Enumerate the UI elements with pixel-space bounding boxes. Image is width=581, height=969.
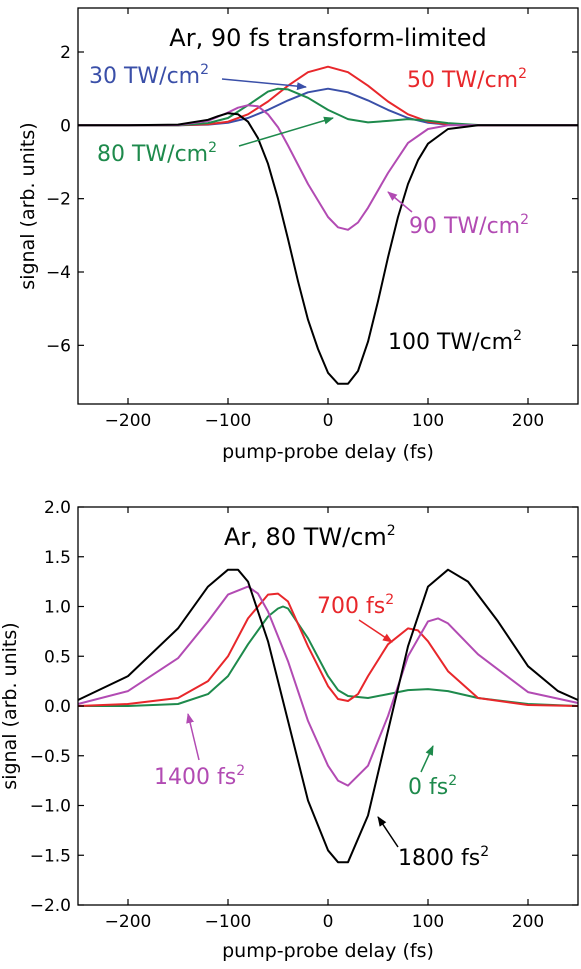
bottom-annotation-700-text: 700 fs bbox=[317, 594, 385, 619]
top-series-line-4 bbox=[78, 112, 578, 385]
svg-text:50 TW/cm2: 50 TW/cm2 bbox=[407, 66, 527, 93]
top-y-tick-label: 2 bbox=[60, 43, 71, 63]
bottom-x-tick-label: −200 bbox=[105, 912, 152, 932]
top-y-tick-label: −2 bbox=[46, 190, 71, 210]
top-ticks-layer: −200 −100 0 100 200 2 0 −2 −4 −6 bbox=[46, 8, 578, 431]
bottom-y-tick-label: −1.0 bbox=[30, 797, 71, 817]
bottom-annotation-1800-arrow bbox=[377, 816, 399, 848]
bottom-y-tick-label: 1.5 bbox=[44, 548, 71, 568]
top-x-tick-label: 0 bbox=[323, 411, 334, 431]
svg-text:1400 fs2: 1400 fs2 bbox=[154, 763, 245, 790]
bottom-y-tick-label: 0.0 bbox=[44, 697, 71, 717]
bottom-annotation-1800-sup: 2 bbox=[480, 844, 489, 860]
bottom-series-line-0 bbox=[78, 605, 579, 707]
svg-text:90 TW/cm2: 90 TW/cm2 bbox=[409, 212, 529, 239]
top-x-tick-label: 100 bbox=[412, 411, 444, 431]
bottom-series-line-3 bbox=[77, 568, 579, 864]
bottom-annotation-1400-sup: 2 bbox=[236, 763, 245, 779]
top-series-line-3 bbox=[78, 104, 578, 231]
top-annotation-90-arrow bbox=[387, 191, 413, 213]
bottom-x-axis-label: pump-probe delay (fs) bbox=[222, 940, 434, 962]
top-annotation-80-arrow bbox=[238, 116, 334, 147]
bottom-annotation-1400-arrow bbox=[186, 713, 200, 761]
bottom-series-line-1 bbox=[77, 592, 579, 707]
svg-text:80 TW/cm2: 80 TW/cm2 bbox=[97, 140, 217, 167]
top-panel: −200 −100 0 100 200 2 0 −2 −4 −6 Ar, 90 fs transf… bbox=[17, 7, 579, 463]
bottom-x-tick-label: 100 bbox=[412, 912, 444, 932]
bottom-y-tick-label: 1.0 bbox=[44, 598, 71, 618]
top-annotation-100: 100 TW/cm2 bbox=[388, 328, 522, 355]
top-series-line-2 bbox=[78, 87, 578, 127]
svg-text:100 TW/cm2: 100 TW/cm2 bbox=[388, 328, 522, 355]
bottom-x-tick-label: 0 bbox=[323, 912, 334, 932]
bottom-series-line-2 bbox=[77, 585, 579, 787]
top-annotation-90-text: 90 TW/cm bbox=[409, 214, 520, 239]
bottom-annotation-1800: 1800 fs2 bbox=[377, 816, 489, 871]
top-annotation-90-sup: 2 bbox=[520, 212, 529, 228]
top-annotation-80-text: 80 TW/cm bbox=[97, 142, 208, 167]
bottom-annotation-0-arrow bbox=[420, 745, 434, 773]
top-x-axis-label: pump-probe delay (fs) bbox=[222, 441, 434, 463]
top-y-tick-label: 0 bbox=[60, 116, 71, 136]
bottom-ticks-layer: −200 −100 0 100 200 2.0 1.5 1.0 0.5 0.0 −0.5 −1.0 −1… bbox=[30, 498, 578, 932]
svg-text:0 fs2: 0 fs2 bbox=[408, 773, 457, 800]
bottom-annotation-1400: 1400 fs2 bbox=[154, 713, 245, 790]
bottom-panel: −200 −100 0 100 200 2.0 1.5 1.0 0.5 0.0 −0.5 −1.0 −1… bbox=[0, 498, 579, 962]
top-annotation-100-sup: 2 bbox=[513, 328, 522, 344]
svg-text:700 fs2: 700 fs2 bbox=[317, 592, 394, 619]
bottom-y-tick-label: −0.5 bbox=[30, 747, 71, 767]
bottom-chart-title-text: Ar, 80 TW/cm bbox=[224, 523, 387, 551]
top-annotation-30: 30 TW/cm2 bbox=[89, 62, 307, 91]
bottom-annotation-0-sup: 2 bbox=[448, 773, 457, 789]
bottom-y-axis-label: signal (arb. units) bbox=[0, 622, 21, 789]
top-x-tick-label: 200 bbox=[512, 411, 544, 431]
top-x-tick-label: −200 bbox=[105, 411, 152, 431]
top-y-tick-label: −6 bbox=[46, 336, 71, 356]
bottom-chart-title-sup: 2 bbox=[387, 523, 396, 539]
top-annotation-30-arrow bbox=[221, 78, 307, 91]
top-chart-title: Ar, 90 fs transform-limited bbox=[169, 24, 486, 52]
top-y-tick-label: −4 bbox=[46, 263, 71, 283]
top-annotation-50-sup: 2 bbox=[518, 66, 527, 82]
bottom-y-tick-label: −2.0 bbox=[30, 896, 71, 916]
bottom-y-tick-label: −1.5 bbox=[30, 846, 71, 866]
top-annotation-80: 80 TW/cm2 bbox=[97, 116, 334, 167]
bottom-annotation-0: 0 fs2 bbox=[408, 745, 457, 800]
top-series-line-1 bbox=[78, 65, 578, 127]
top-annotation-50-text: 50 TW/cm bbox=[407, 68, 518, 93]
bottom-series-layer bbox=[77, 568, 579, 864]
top-y-axis-label: signal (arb. units) bbox=[17, 122, 39, 289]
bottom-chart-title: Ar, 80 TW/cm2 bbox=[224, 523, 396, 551]
bottom-y-tick-label: 0.5 bbox=[44, 647, 71, 667]
top-annotation-100-text: 100 TW/cm bbox=[388, 330, 513, 355]
bottom-annotation-700: 700 fs2 bbox=[317, 592, 394, 643]
svg-text:30 TW/cm2: 30 TW/cm2 bbox=[89, 62, 209, 89]
top-annotation-90: 90 TW/cm2 bbox=[387, 191, 529, 239]
bottom-annotation-0-text: 0 fs bbox=[408, 775, 448, 800]
top-annotation-30-sup: 2 bbox=[200, 62, 209, 78]
bottom-annotation-1400-text: 1400 fs bbox=[154, 765, 236, 790]
svg-text:1800 fs2: 1800 fs2 bbox=[398, 844, 489, 871]
bottom-annotation-700-sup: 2 bbox=[385, 592, 394, 608]
top-annotation-50: 50 TW/cm2 bbox=[407, 66, 527, 93]
bottom-y-tick-label: 2.0 bbox=[44, 498, 71, 518]
bottom-annotation-700-arrow bbox=[358, 619, 393, 643]
bottom-annotation-1800-text: 1800 fs bbox=[398, 846, 480, 871]
top-x-tick-label: −100 bbox=[205, 411, 252, 431]
bottom-x-tick-label: −100 bbox=[205, 912, 252, 932]
top-series-layer bbox=[78, 65, 578, 385]
bottom-x-tick-label: 200 bbox=[512, 912, 544, 932]
top-annotation-80-sup: 2 bbox=[208, 140, 217, 156]
top-annotation-30-text: 30 TW/cm bbox=[89, 64, 200, 89]
